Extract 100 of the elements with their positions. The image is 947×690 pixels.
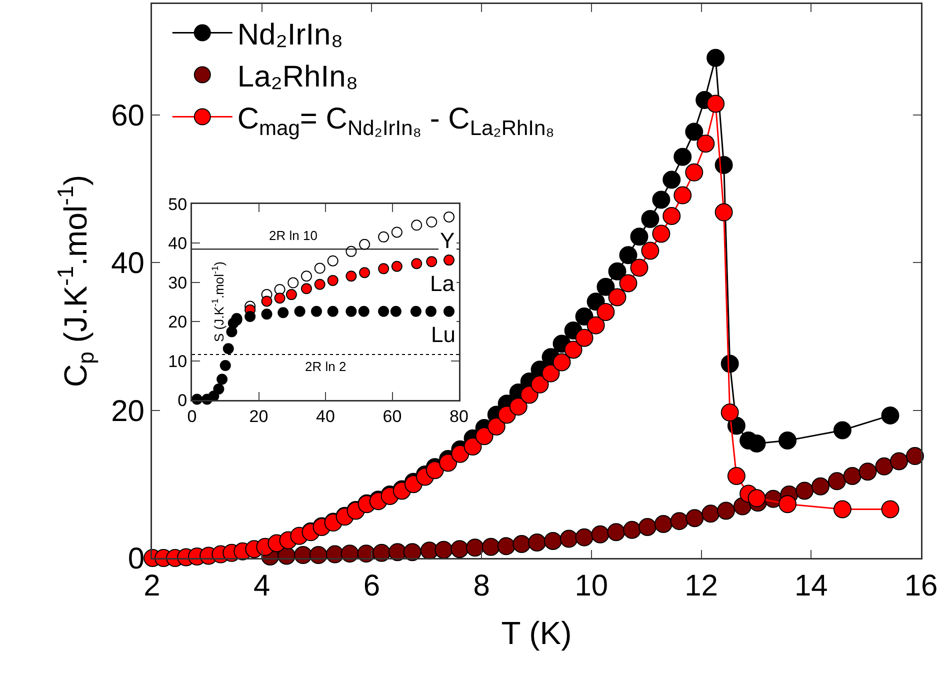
legend-label: C$_{mag}$= C$_{Nd₂IrIn₈}$ - C$_{La₂RhIn₈}$ xyxy=(237,102,554,140)
point xyxy=(226,326,238,338)
point xyxy=(662,207,681,225)
point xyxy=(497,537,516,556)
series-label: Lu xyxy=(431,322,456,347)
point xyxy=(346,270,357,282)
point xyxy=(475,427,494,446)
ref-line-label: 2R ln 2 xyxy=(305,359,346,374)
x-tick-label: 60 xyxy=(382,406,402,426)
point xyxy=(378,231,390,242)
point xyxy=(714,203,733,222)
point xyxy=(623,520,642,539)
y-tick-label: 0 xyxy=(128,542,144,576)
y-tick-label: 20 xyxy=(168,312,188,332)
point xyxy=(528,533,546,552)
x-tick-label: 4 xyxy=(254,570,270,602)
point xyxy=(512,534,531,553)
point xyxy=(619,246,638,264)
point xyxy=(833,500,852,518)
point xyxy=(310,306,322,317)
point xyxy=(686,509,704,528)
point xyxy=(706,94,725,113)
point xyxy=(778,495,797,514)
point xyxy=(220,360,231,371)
point xyxy=(450,540,469,558)
point xyxy=(244,311,256,322)
point xyxy=(662,170,681,189)
point xyxy=(641,210,660,228)
point xyxy=(327,255,338,266)
point xyxy=(426,216,438,228)
point xyxy=(748,489,766,508)
point xyxy=(544,532,562,550)
point xyxy=(261,308,272,320)
point xyxy=(286,289,297,300)
point xyxy=(391,226,402,238)
series-label: Y xyxy=(440,228,455,253)
point xyxy=(608,288,626,306)
point xyxy=(482,538,500,556)
point xyxy=(575,528,594,546)
point xyxy=(630,258,648,277)
point xyxy=(685,163,704,182)
point xyxy=(390,306,402,317)
x-tick-label: 80 xyxy=(450,406,468,426)
point xyxy=(828,472,846,490)
point xyxy=(702,504,720,523)
x-tick-label: 2 xyxy=(144,570,160,602)
x-axis-title: T (K) xyxy=(501,615,572,652)
point xyxy=(411,258,422,270)
point xyxy=(288,277,299,288)
point xyxy=(706,48,725,67)
point xyxy=(213,384,224,395)
point xyxy=(439,454,458,472)
point xyxy=(652,224,670,243)
y-tick-label: 0 xyxy=(178,390,188,410)
point xyxy=(542,364,560,382)
point xyxy=(890,452,908,470)
ref-line-label: 2R ln 10 xyxy=(269,228,318,243)
point xyxy=(294,306,306,317)
y-tick-label: 40 xyxy=(111,247,144,280)
point xyxy=(261,296,272,307)
point xyxy=(641,242,660,260)
point xyxy=(591,525,610,544)
point xyxy=(425,306,436,317)
y-tick-label: 60 xyxy=(111,99,144,132)
point xyxy=(638,518,656,536)
point xyxy=(652,190,670,209)
y-tick-label: 40 xyxy=(168,234,188,254)
point xyxy=(630,228,648,246)
point xyxy=(300,270,312,282)
point xyxy=(509,398,528,416)
point xyxy=(403,543,422,562)
point xyxy=(596,303,615,322)
point xyxy=(843,467,862,485)
point xyxy=(564,340,582,359)
point xyxy=(833,421,852,440)
point xyxy=(410,306,422,317)
point xyxy=(796,482,814,500)
point xyxy=(314,262,326,274)
point xyxy=(586,316,605,334)
point xyxy=(327,274,338,286)
x-tick-label: 16 xyxy=(904,570,938,602)
point xyxy=(274,292,286,304)
point xyxy=(443,211,454,222)
point xyxy=(875,457,894,476)
point xyxy=(378,263,390,274)
x-tick-label: 6 xyxy=(363,570,380,602)
x-tick-label: 14 xyxy=(794,570,828,602)
point xyxy=(906,447,924,466)
point xyxy=(530,375,549,394)
legend-label: La₂RhIn₈ xyxy=(237,60,358,94)
x-tick-label: 8 xyxy=(473,570,490,602)
point xyxy=(575,307,594,326)
y-tick-label: 50 xyxy=(168,194,188,214)
point xyxy=(359,267,370,278)
point xyxy=(552,353,571,372)
y-tick-label: 10 xyxy=(168,352,188,371)
point xyxy=(443,306,454,317)
point xyxy=(426,461,444,480)
point xyxy=(222,343,234,354)
point xyxy=(717,502,735,520)
